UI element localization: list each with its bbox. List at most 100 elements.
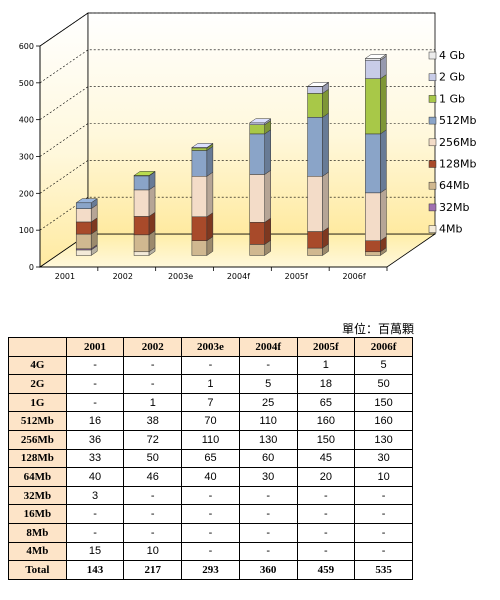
bar-segment xyxy=(75,233,92,250)
column-header: 2001 xyxy=(65,337,125,357)
bar-top xyxy=(133,171,156,176)
bar-top xyxy=(364,54,388,59)
table-cell: - xyxy=(296,522,356,543)
legend-swatch xyxy=(428,203,437,212)
legend-swatch xyxy=(428,51,437,60)
table-cell: 45 xyxy=(296,448,356,469)
legend-swatch xyxy=(428,95,437,103)
table-cell: - xyxy=(181,522,240,543)
column-header: 2003e xyxy=(181,337,240,357)
y-axis: 0 100 200 300 400 500 600 xyxy=(19,42,41,272)
table-cell: - xyxy=(123,504,183,524)
bar-segment xyxy=(365,251,381,256)
bars-group xyxy=(75,53,388,256)
table-row: 128Mb 33 50 65 60 45 30 xyxy=(8,448,413,469)
x-tick-label: 2006f xyxy=(342,272,365,281)
table-cell: 36 xyxy=(65,429,125,450)
legend-label: 512Mb xyxy=(439,114,476,127)
y-tick-label: 600 xyxy=(19,42,34,51)
x-tick-label: 2004f xyxy=(227,272,250,281)
table-row: 16Mb - - - - - - xyxy=(8,504,413,524)
legend-item: 512Mb xyxy=(428,114,476,127)
table-cell: - xyxy=(123,522,183,543)
row-header: 64Mb xyxy=(8,467,67,487)
legend-item: 1 Gb xyxy=(428,92,465,105)
legend-label: 4 Gb xyxy=(439,49,465,62)
bar-top xyxy=(248,118,272,124)
bar-segment xyxy=(249,244,265,256)
bar-segment xyxy=(307,93,323,118)
row-header: 128Mb xyxy=(8,448,67,469)
table-cell: - xyxy=(65,355,125,376)
row-header: 2G xyxy=(8,374,67,394)
table-cell: 459 xyxy=(296,560,356,580)
bar-segment xyxy=(191,240,208,256)
row-header: 512Mb xyxy=(8,411,67,431)
table-cell: - xyxy=(238,355,298,376)
bar-segment xyxy=(307,117,323,177)
row-header: 256Mb xyxy=(8,429,67,450)
table-cell: 72 xyxy=(123,429,183,450)
bar-segment xyxy=(365,192,381,241)
table-cell: - xyxy=(181,485,240,506)
table-cell: - xyxy=(65,504,125,524)
bar-segment xyxy=(307,231,323,249)
table-cell: - xyxy=(238,522,298,543)
table-cell: - xyxy=(181,504,240,524)
table-cell: 40 xyxy=(65,467,125,487)
x-tick-label: 2001 xyxy=(55,272,75,281)
table-cell: - xyxy=(354,522,413,543)
legend: 4 Gb 2 Gb 1 Gb 512Mb 256Mb 128Mb 64Mb 32Mb 4Mb xyxy=(428,49,476,236)
table-corner-cell xyxy=(8,337,67,357)
bar-segment-side xyxy=(264,169,271,223)
legend-item: 4Mb xyxy=(428,223,462,236)
bar-2004f xyxy=(248,118,272,256)
bar-segment-side xyxy=(322,88,329,118)
table-cell: - xyxy=(238,504,298,524)
table-cell: 1 xyxy=(296,355,356,376)
table-cell: 46 xyxy=(123,467,183,487)
table-cell: 60 xyxy=(238,448,298,469)
bar-segment xyxy=(191,147,208,151)
table-row: 512Mb 16 38 70 110 160 160 xyxy=(8,411,413,431)
table-cell: - xyxy=(354,504,413,524)
bar-segment xyxy=(75,221,92,235)
legend-swatch xyxy=(428,116,437,125)
bar-segment xyxy=(191,216,208,241)
table-cell: - xyxy=(354,541,413,562)
table-cell: 360 xyxy=(238,560,298,580)
legend-item: 64Mb xyxy=(428,179,469,192)
row-header: 32Mb xyxy=(8,485,67,506)
bar-segment xyxy=(249,122,265,125)
legend-item: 32Mb xyxy=(428,201,469,214)
table-cell: - xyxy=(65,374,125,394)
gridline-600 xyxy=(39,12,435,47)
bar-segment-side xyxy=(264,217,271,245)
bar-segment xyxy=(365,58,381,61)
bar-segment xyxy=(75,202,92,209)
column-header: 2005f xyxy=(296,337,356,357)
table-cell: - xyxy=(181,541,240,562)
table-cell: 5 xyxy=(238,374,298,394)
row-header: 8Mb xyxy=(8,522,67,543)
row-header: 1G xyxy=(8,392,67,413)
bar-top xyxy=(75,198,99,204)
y-tick-label: 100 xyxy=(19,226,34,235)
table-cell: 15 xyxy=(65,541,125,562)
table-cell: - xyxy=(181,355,240,376)
legend-item: 128Mb xyxy=(428,158,476,171)
table-header-row: 2001 2002 2003e 2004f 2005f 2006f xyxy=(8,337,413,357)
bar-2001 xyxy=(75,198,99,256)
table-cell: 10 xyxy=(123,541,183,562)
table-row: 256Mb 36 72 110 130 150 130 xyxy=(8,429,413,450)
table-cell: 50 xyxy=(123,448,183,469)
bar-2006f xyxy=(364,53,388,256)
data-table: 2001 2002 2003e 2004f 2005f 2006f 4G - - - -1 5 2G -… xyxy=(8,337,413,580)
bar-segment xyxy=(133,234,150,253)
table-cell: 16 xyxy=(65,411,125,431)
table-cell: 160 xyxy=(354,411,413,431)
legend-label: 128Mb xyxy=(439,158,476,171)
bar-segment-side xyxy=(322,112,329,177)
bar-top xyxy=(306,82,330,87)
